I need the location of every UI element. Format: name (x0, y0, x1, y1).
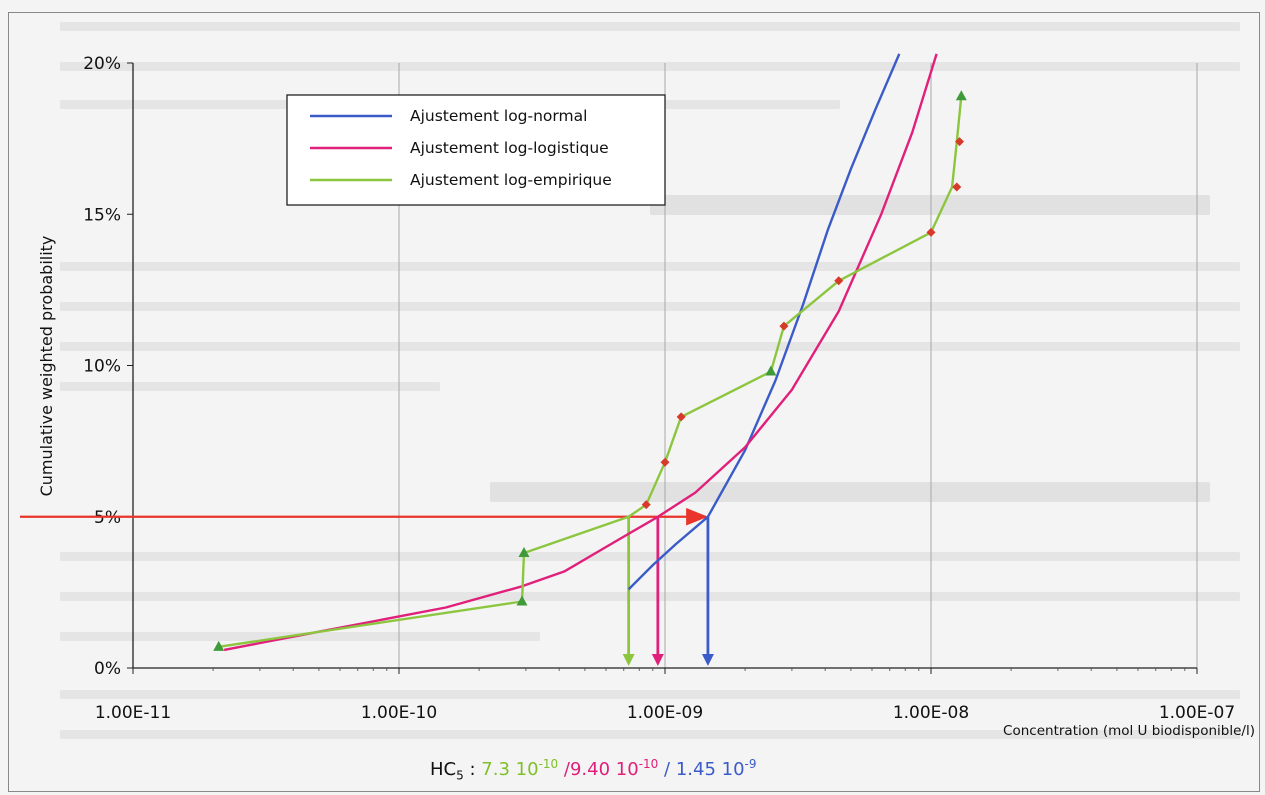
hc5-value-logistic: /9.40 10-10 (564, 759, 658, 780)
y-tick-label-2: 10% (83, 357, 121, 377)
hc5-value-normal: / 1.45 10-9 (664, 759, 756, 780)
x-tick-label-2: 1.00E-09 (627, 703, 703, 723)
hc5-down-arrow-head-0 (623, 654, 635, 666)
data-point-diamond-2 (677, 412, 686, 421)
hc5-separator: : (469, 759, 475, 780)
legend-label-normal: Ajustement log-normal (410, 107, 587, 125)
y-tick-label-4: 20% (83, 54, 121, 74)
hc5-subscript: 5 (456, 769, 464, 783)
legend-label-logistic: Ajustement log-logistique (410, 139, 609, 157)
data-point-diamond-5 (927, 228, 936, 237)
x-tick-label-4: 1.00E-07 (1159, 703, 1235, 723)
data-point-triangle-4 (956, 90, 967, 100)
y-tick-label-0: 0% (94, 659, 121, 679)
hc5-value-empirical: 7.3 10-10 (481, 759, 558, 780)
x-tick-label-0: 1.00E-11 (95, 703, 171, 723)
data-point-triangle-1 (516, 595, 527, 605)
hc5-down-arrow-head-1 (652, 654, 664, 666)
x-tick-label-1: 1.00E-10 (361, 703, 437, 723)
hc5-label: HC (430, 759, 456, 780)
data-point-diamond-1 (661, 458, 670, 467)
legend: Ajustement log-normal Ajustement log-log… (287, 95, 665, 205)
hc5-annotation: HC5 : 7.3 10-10 /9.40 10-10 / 1.45 10-9 (430, 757, 757, 783)
y-axis-title: Cumulative weighted probability (37, 236, 56, 497)
x-tick-label-3: 1.00E-08 (893, 703, 969, 723)
data-point-triangle-3 (765, 366, 776, 376)
x-axis-title: Concentration (mol U biodisponible/l) (1003, 723, 1255, 739)
y-tick-label-3: 15% (83, 205, 121, 225)
legend-label-empirical: Ajustement log-empirique (410, 171, 612, 189)
hc5-down-arrow-head-2 (702, 654, 714, 666)
